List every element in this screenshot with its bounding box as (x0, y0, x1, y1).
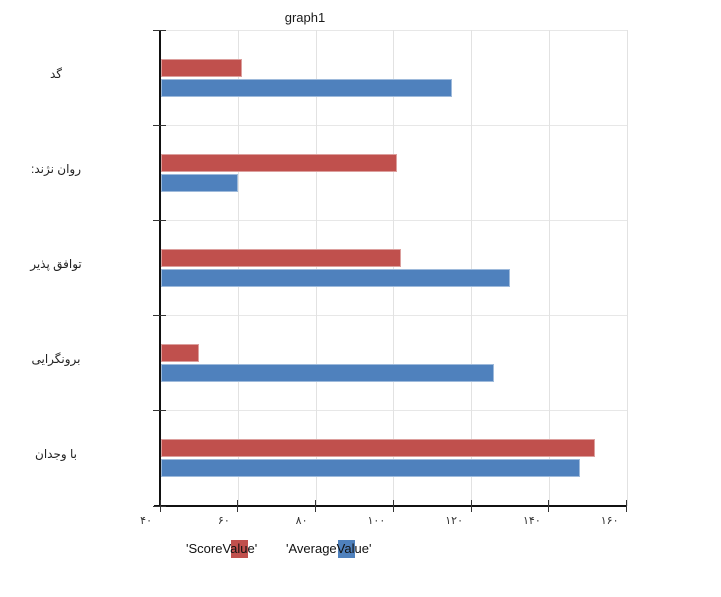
bar-scorevalue-1 (161, 153, 398, 172)
y-axis-line (158, 30, 161, 507)
x-tick (548, 499, 550, 512)
bar-scorevalue-2 (161, 248, 402, 267)
bar-averagevalue-0 (161, 78, 452, 97)
bar-scorevalue-3 (161, 343, 199, 362)
category-label: گد (49, 66, 62, 81)
x-tick-label: ۶۰ (217, 514, 230, 527)
vertical-gridline (393, 30, 395, 506)
y-tick (153, 30, 166, 31)
category-label: توافق پذیر (30, 256, 82, 271)
bar-scorevalue-4 (161, 438, 596, 457)
bar-averagevalue-1 (161, 173, 238, 192)
category-label: برونگرایی (31, 351, 81, 366)
vertical-gridline (237, 30, 239, 506)
x-tick-label: ۱۶۰ (600, 514, 619, 527)
bar-averagevalue-3 (161, 363, 495, 382)
y-tick (153, 220, 166, 222)
bar-scorevalue-0 (161, 58, 242, 77)
category-label: روان نژند: (30, 161, 81, 176)
x-tick-label: ۴۰ (140, 514, 152, 527)
legend-label-scorevalue: 'ScoreValue' (186, 541, 258, 556)
y-tick (153, 315, 166, 317)
x-tick (470, 499, 472, 512)
x-axis-line (154, 504, 627, 507)
legend-item-scorevalue: 'ScoreValue' (186, 538, 257, 560)
category-label: با وجدان (35, 446, 77, 461)
x-tick-label: ۸۰ (295, 514, 308, 527)
vertical-gridline (626, 30, 628, 506)
vertical-gridline (548, 30, 550, 506)
legend-swatch-averagevalue (338, 540, 355, 558)
chart-title: graph1 (284, 10, 326, 25)
bar-averagevalue-2 (161, 268, 510, 287)
y-tick (153, 125, 166, 127)
x-tick (237, 499, 239, 512)
vertical-gridline (315, 30, 317, 506)
x-tick (315, 499, 316, 512)
y-tick (153, 505, 166, 507)
bar-averagevalue-4 (161, 458, 580, 477)
vertical-gridline (471, 30, 472, 506)
legend-swatch-scorevalue (231, 540, 248, 558)
x-tick (392, 499, 394, 512)
legend-item-averagevalue: 'AverageValue' (286, 538, 371, 560)
y-tick (153, 410, 166, 412)
x-tick-label: ۱۰۰ (367, 514, 386, 527)
x-tick-label: ۱۴۰ (523, 514, 541, 527)
x-tick (626, 499, 627, 512)
legend-label-averagevalue: 'AverageValue' (286, 541, 372, 556)
x-tick-label: ۱۲۰ (445, 514, 463, 527)
